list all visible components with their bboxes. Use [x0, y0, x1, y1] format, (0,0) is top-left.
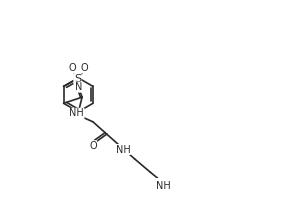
- Text: N: N: [75, 82, 83, 92]
- Text: O: O: [68, 63, 76, 73]
- Text: NH: NH: [116, 145, 130, 155]
- Text: NH: NH: [156, 181, 171, 191]
- Text: O: O: [81, 63, 88, 73]
- Text: O: O: [89, 141, 97, 151]
- Text: NH: NH: [69, 108, 84, 118]
- Text: S: S: [74, 74, 81, 84]
